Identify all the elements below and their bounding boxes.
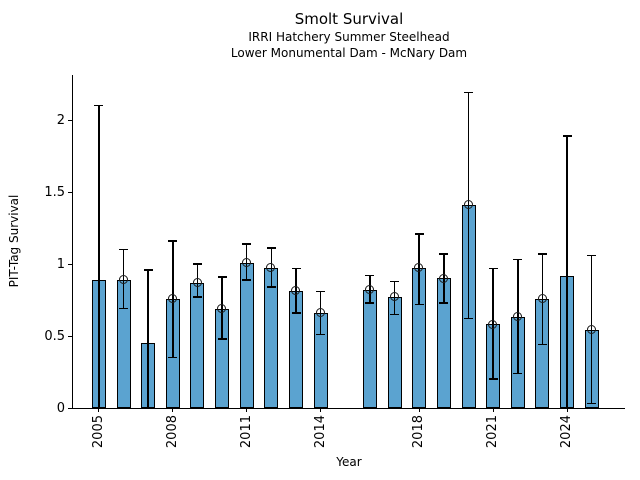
error-bar-cap-upper	[168, 240, 178, 242]
point-marker	[512, 312, 522, 322]
error-bar-line	[147, 269, 149, 408]
error-bar-cap-lower	[390, 313, 400, 316]
y-tick-label: 1	[56, 256, 65, 272]
error-bar-cap-lower	[217, 338, 227, 340]
point-marker	[241, 257, 251, 267]
y-axis-label: PIT-Tag Survival	[7, 194, 21, 288]
survival-bar	[362, 289, 377, 408]
survival-bar	[190, 282, 205, 408]
point-marker	[463, 200, 473, 210]
y-tick-label: 0	[56, 400, 65, 416]
chart-subtitle-line1: IRRI Hatchery Summer Steelhead	[248, 30, 450, 44]
y-axis-tick	[68, 263, 72, 265]
error-bar-cap-upper	[316, 290, 326, 293]
error-bar-cap-lower	[513, 372, 523, 375]
error-bar-cap-upper	[217, 276, 227, 278]
point-marker	[537, 293, 547, 303]
point-marker	[488, 319, 498, 329]
error-bar-cap-upper	[192, 263, 202, 265]
error-bar-cap-upper	[537, 253, 547, 255]
chart-title: Smolt Survival	[294, 10, 404, 28]
y-axis-tick	[68, 335, 72, 337]
point-marker	[291, 286, 301, 296]
error-bar-cap-lower	[168, 356, 178, 359]
chart-subtitle-line2: Lower Monumental Dam - McNary Dam	[230, 46, 468, 60]
x-tick-label: 2011	[238, 415, 254, 449]
error-bar-cap-upper	[390, 280, 400, 283]
error-bar-cap-upper	[464, 91, 474, 94]
point-marker	[438, 273, 448, 283]
error-bar-cap-lower	[266, 286, 276, 288]
error-bar-cap-upper	[562, 135, 572, 137]
error-bar-line	[98, 105, 100, 408]
x-axis-tick	[172, 408, 174, 412]
survival-bar	[239, 262, 254, 408]
y-tick-label: 2	[56, 112, 65, 128]
error-bar-cap-lower	[192, 296, 202, 298]
error-bar-cap-lower	[316, 333, 326, 336]
point-marker	[414, 263, 424, 273]
x-tick-label: 2005	[90, 415, 106, 449]
error-bar-cap-upper	[439, 253, 449, 255]
y-axis-tick	[68, 407, 72, 409]
point-marker	[586, 325, 596, 335]
x-axis-tick	[492, 408, 494, 412]
x-axis-label: Year	[336, 455, 362, 469]
error-bar-cap-upper	[242, 243, 252, 245]
error-bar-cap-upper	[414, 233, 424, 235]
x-tick-label: 2014	[312, 415, 328, 449]
error-bar-cap-lower	[414, 303, 424, 306]
error-bar-cap-lower	[119, 307, 129, 310]
error-bar-cap-upper	[488, 267, 498, 270]
point-marker	[217, 303, 227, 313]
error-bar-cap-lower	[291, 312, 301, 314]
y-axis-tick	[68, 119, 72, 121]
error-bar-cap-upper	[94, 104, 104, 107]
error-bar-cap-upper	[513, 258, 523, 261]
error-bar-cap-lower	[365, 302, 375, 304]
y-tick-label: 0.5	[44, 328, 65, 344]
x-tick-label: 2018	[411, 415, 427, 449]
error-bar-line	[566, 135, 568, 408]
point-marker	[192, 277, 202, 287]
survival-bar	[264, 268, 279, 408]
error-bar-cap-lower	[242, 279, 252, 281]
error-bar-cap-upper	[365, 274, 375, 277]
error-bar-cap-lower	[587, 402, 597, 405]
y-tick-label: 1.5	[44, 184, 65, 200]
point-marker	[167, 293, 177, 303]
y-axis-tick	[68, 191, 72, 193]
point-marker	[389, 292, 399, 302]
x-axis-tick	[320, 408, 322, 412]
error-bar-cap-lower	[537, 343, 547, 346]
x-axis-tick	[98, 408, 100, 412]
error-bar-cap-upper	[291, 267, 301, 270]
error-bar-cap-upper	[143, 269, 153, 271]
error-bar-cap-upper	[266, 247, 276, 249]
x-axis-tick	[418, 408, 420, 412]
error-bar-cap-lower	[464, 317, 474, 320]
error-bar-cap-upper	[587, 254, 597, 257]
x-axis-tick	[246, 408, 248, 412]
x-tick-label: 2021	[485, 415, 501, 449]
point-marker	[315, 308, 325, 318]
x-tick-label: 2024	[559, 415, 575, 449]
error-bar-cap-upper	[119, 248, 129, 251]
plot-area	[68, 75, 625, 412]
x-tick-label: 2008	[164, 415, 180, 449]
point-marker	[365, 285, 375, 295]
point-marker	[118, 274, 128, 284]
error-bar-cap-lower	[439, 302, 449, 304]
x-axis-tick	[566, 408, 568, 412]
error-bar-cap-lower	[488, 378, 498, 380]
point-marker	[266, 263, 276, 273]
